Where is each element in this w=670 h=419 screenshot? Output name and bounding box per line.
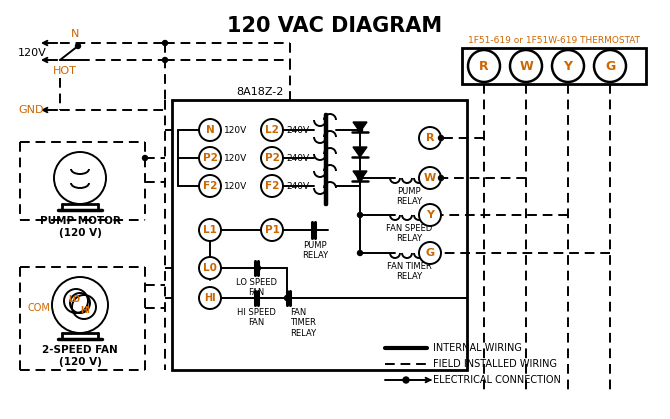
Text: W: W (519, 59, 533, 72)
Circle shape (403, 377, 409, 383)
Text: 120 VAC DIAGRAM: 120 VAC DIAGRAM (227, 16, 443, 36)
Circle shape (199, 147, 221, 169)
Polygon shape (353, 122, 367, 132)
Circle shape (143, 155, 147, 160)
Text: LO SPEED
FAN: LO SPEED FAN (235, 278, 277, 297)
Circle shape (199, 119, 221, 141)
Text: P1: P1 (265, 225, 279, 235)
Bar (462, 48, 646, 84)
Text: PUMP MOTOR
(120 V): PUMP MOTOR (120 V) (40, 216, 121, 238)
Text: 240V: 240V (286, 181, 309, 191)
Circle shape (510, 50, 542, 82)
Polygon shape (353, 147, 367, 157)
Circle shape (285, 295, 289, 300)
Text: Y: Y (426, 210, 434, 220)
Text: PUMP
RELAY: PUMP RELAY (302, 241, 328, 260)
Text: FAN SPEED
RELAY: FAN SPEED RELAY (386, 224, 432, 243)
Text: G: G (605, 59, 615, 72)
Circle shape (163, 41, 168, 46)
Circle shape (468, 50, 500, 82)
Text: HOT: HOT (53, 66, 77, 76)
Text: INTERNAL WIRING: INTERNAL WIRING (433, 343, 522, 353)
Circle shape (594, 50, 626, 82)
Text: 120V: 120V (224, 153, 247, 163)
Text: N: N (206, 125, 214, 135)
Circle shape (419, 204, 441, 226)
Circle shape (419, 167, 441, 189)
Text: FAN
TIMER
RELAY: FAN TIMER RELAY (290, 308, 316, 338)
Text: R: R (479, 59, 489, 72)
Circle shape (261, 147, 283, 169)
Text: HI SPEED
FAN: HI SPEED FAN (237, 308, 275, 327)
Circle shape (255, 266, 261, 271)
Text: 120V: 120V (18, 48, 47, 58)
Bar (172, 100, 467, 370)
Circle shape (552, 50, 584, 82)
Circle shape (261, 219, 283, 241)
Text: HI: HI (204, 293, 216, 303)
Circle shape (358, 251, 362, 256)
Text: N: N (71, 29, 79, 39)
Text: R: R (425, 133, 434, 143)
Text: F2: F2 (203, 181, 217, 191)
Text: PUMP
RELAY: PUMP RELAY (396, 187, 422, 207)
Text: ELECTRICAL CONNECTION: ELECTRICAL CONNECTION (433, 375, 561, 385)
Text: 120V: 120V (224, 181, 247, 191)
Text: P2: P2 (265, 153, 279, 163)
Text: W: W (424, 173, 436, 183)
Circle shape (438, 176, 444, 181)
Circle shape (199, 219, 221, 241)
Text: FAN TIMER
RELAY: FAN TIMER RELAY (387, 262, 431, 282)
Text: HI: HI (80, 305, 90, 315)
Text: P2: P2 (202, 153, 218, 163)
Text: 120V: 120V (224, 126, 247, 134)
Text: L0: L0 (203, 263, 217, 273)
Text: LO: LO (68, 295, 80, 303)
Circle shape (199, 257, 221, 279)
Circle shape (358, 176, 362, 181)
Text: 8A18Z-2: 8A18Z-2 (237, 87, 283, 97)
Text: 240V: 240V (286, 126, 309, 134)
Text: FIELD INSTALLED WIRING: FIELD INSTALLED WIRING (433, 359, 557, 369)
Text: GND: GND (18, 105, 44, 115)
Text: F2: F2 (265, 181, 279, 191)
Circle shape (438, 135, 444, 140)
Circle shape (419, 242, 441, 264)
Circle shape (358, 212, 362, 217)
Circle shape (419, 127, 441, 149)
Text: 240V: 240V (286, 153, 309, 163)
Text: G: G (425, 248, 435, 258)
Circle shape (261, 175, 283, 197)
Text: 1F51-619 or 1F51W-619 THERMOSTAT: 1F51-619 or 1F51W-619 THERMOSTAT (468, 36, 640, 45)
Text: L1: L1 (203, 225, 217, 235)
Circle shape (76, 44, 80, 49)
Circle shape (163, 57, 168, 62)
Polygon shape (353, 171, 367, 181)
Circle shape (261, 119, 283, 141)
Circle shape (199, 175, 221, 197)
Text: 2-SPEED FAN
(120 V): 2-SPEED FAN (120 V) (42, 345, 118, 367)
Text: Y: Y (563, 59, 572, 72)
Circle shape (358, 127, 362, 132)
Text: L2: L2 (265, 125, 279, 135)
Text: COM: COM (28, 303, 51, 313)
Circle shape (199, 287, 221, 309)
